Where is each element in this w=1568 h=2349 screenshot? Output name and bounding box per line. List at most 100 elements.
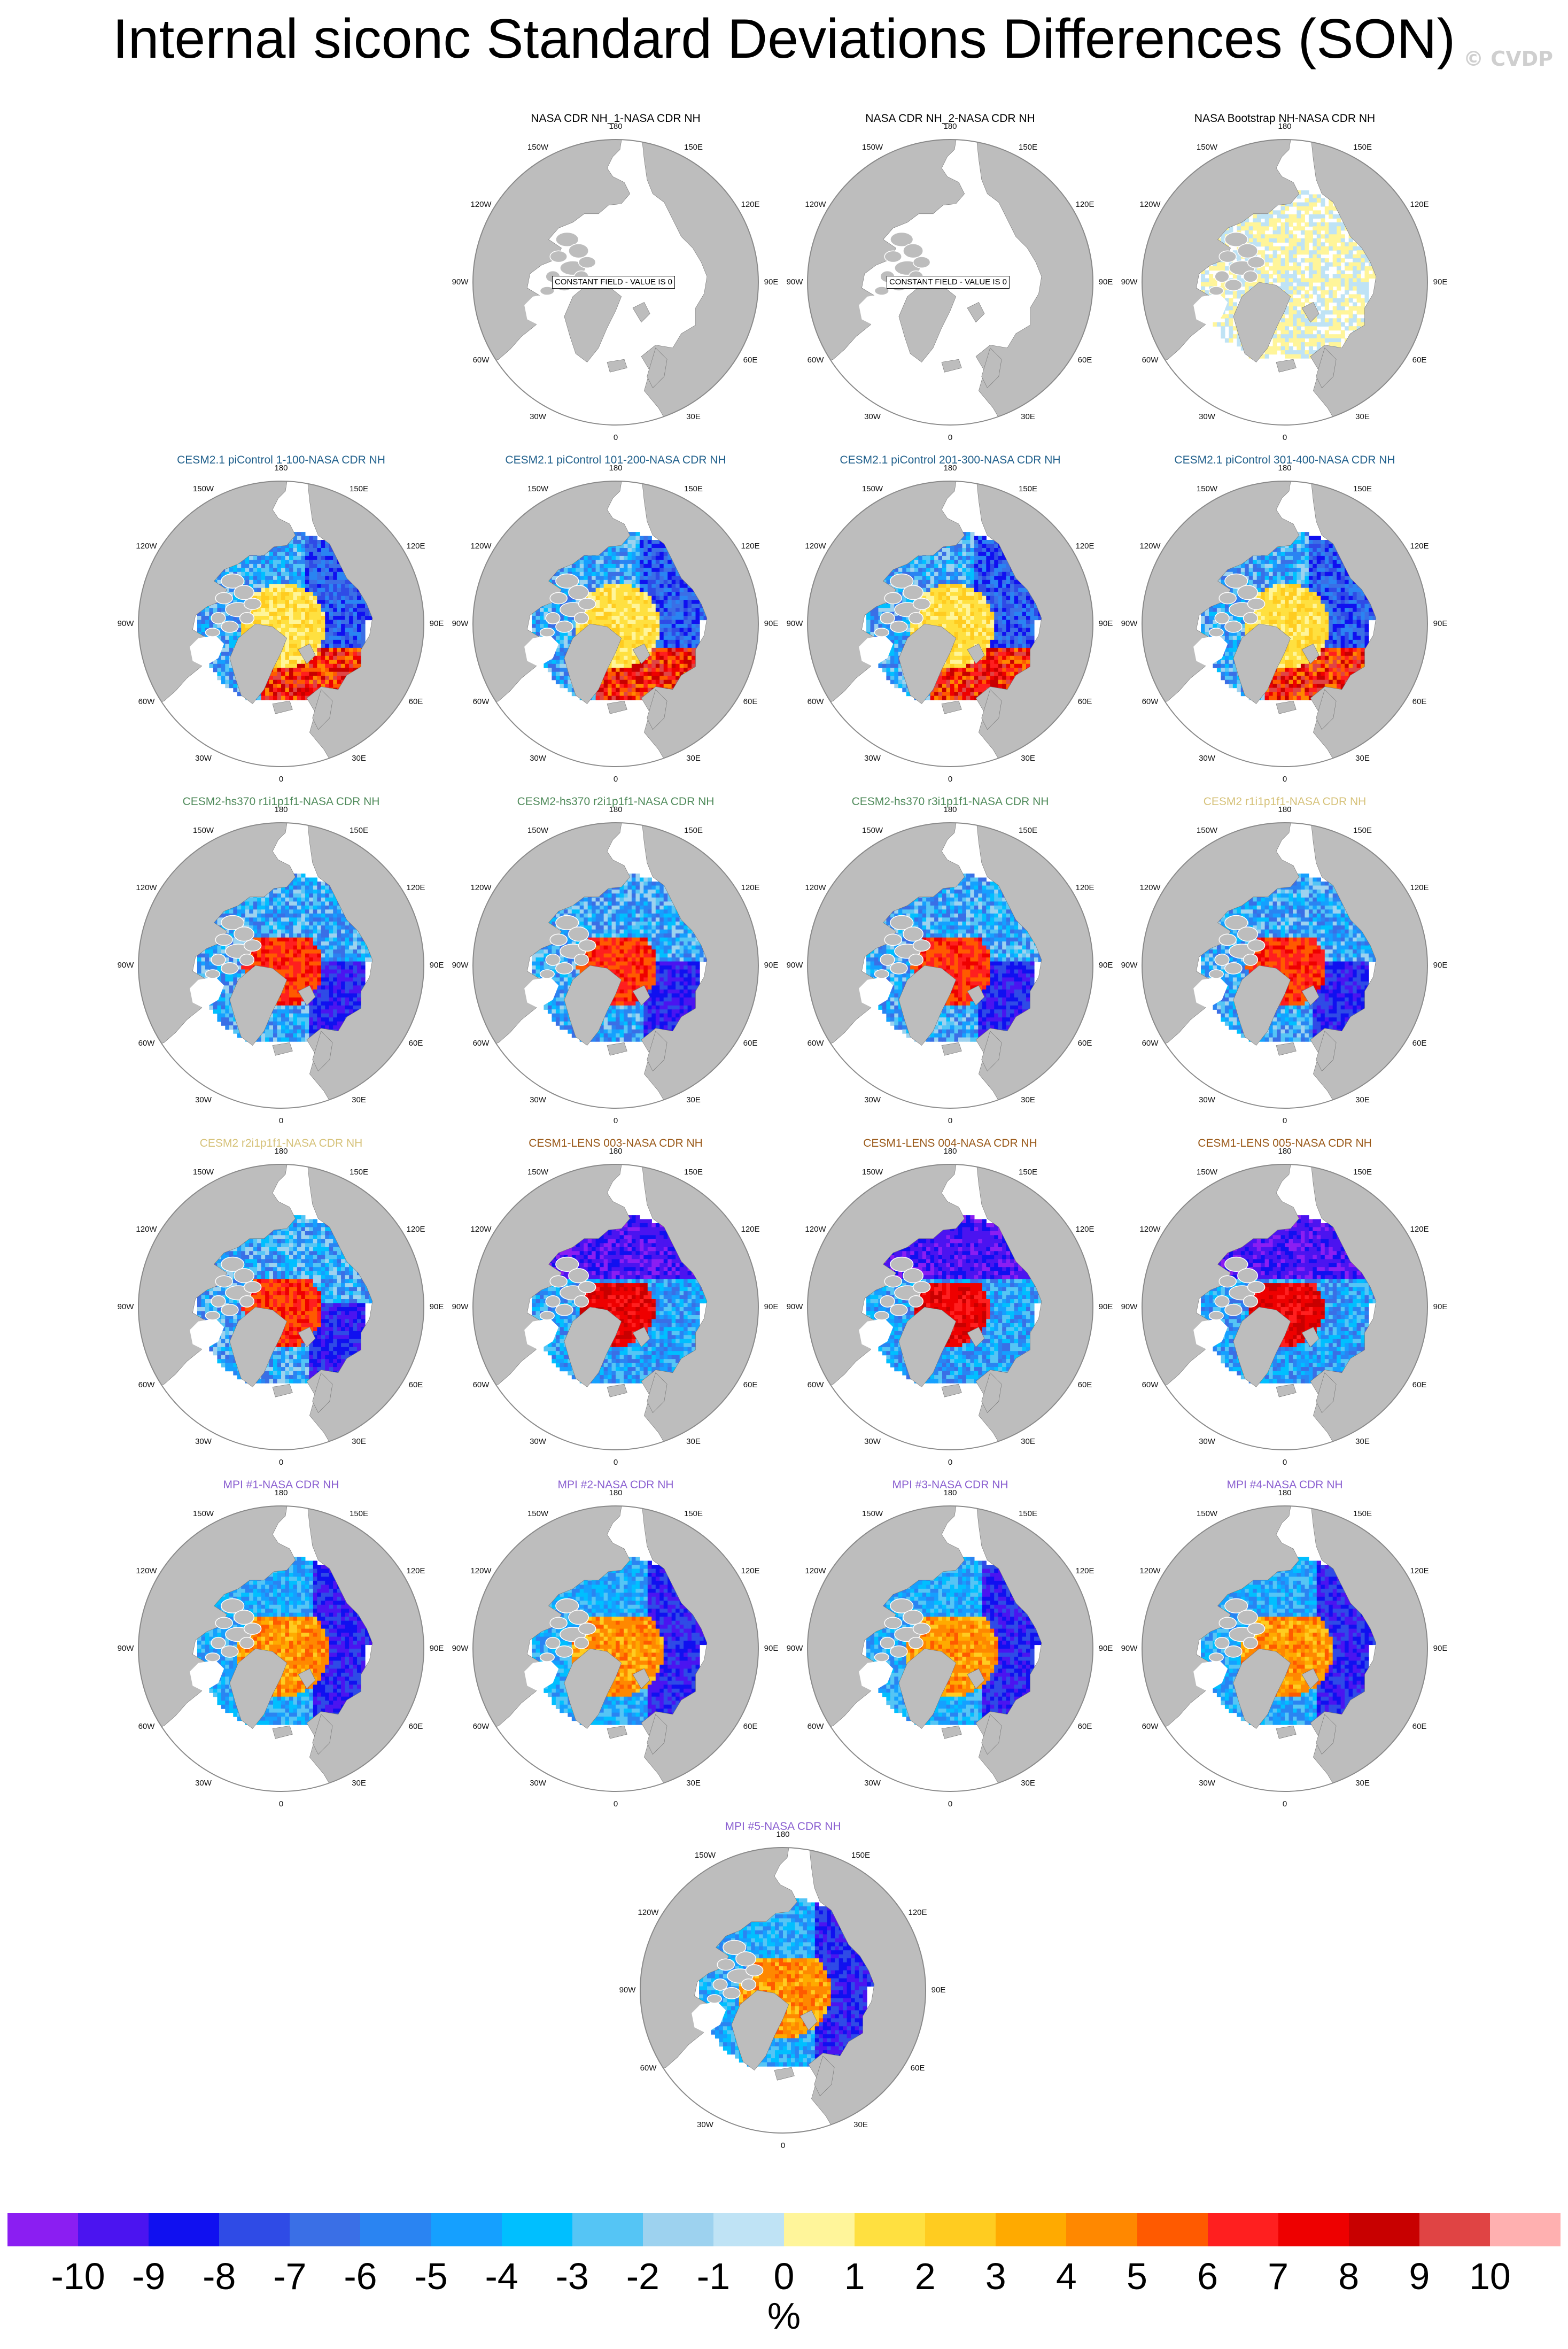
polar-map bbox=[807, 822, 1093, 1109]
longitude-label: 180 bbox=[274, 805, 288, 815]
colorbar-tick-label: 1 bbox=[844, 2254, 865, 2299]
longitude-label: 120W bbox=[136, 883, 157, 893]
longitude-label: 120E bbox=[1075, 542, 1094, 551]
longitude-label: 30E bbox=[853, 2120, 868, 2130]
longitude-label: 120E bbox=[741, 542, 759, 551]
longitude-label: 150E bbox=[1019, 1168, 1037, 1177]
longitude-label: 120E bbox=[406, 542, 425, 551]
longitude-label: 60W bbox=[473, 697, 490, 707]
longitude-label: 180 bbox=[943, 1147, 957, 1156]
longitude-label: 30W bbox=[1199, 1779, 1215, 1788]
longitude-label: 0 bbox=[948, 1458, 952, 1467]
longitude-label: 120E bbox=[1410, 200, 1429, 210]
colorbar-swatch bbox=[1419, 2213, 1490, 2246]
longitude-label: 90E bbox=[430, 619, 444, 629]
longitude-label: 90W bbox=[787, 277, 803, 287]
colorbar-swatch bbox=[1137, 2213, 1208, 2246]
colorbar-swatch bbox=[996, 2213, 1067, 2246]
longitude-label: 150E bbox=[684, 826, 703, 836]
longitude-label: 60E bbox=[409, 1722, 423, 1732]
colorbar-tick-label: -4 bbox=[485, 2254, 518, 2299]
longitude-label: 0 bbox=[1283, 1458, 1287, 1467]
longitude-label: 120W bbox=[1139, 1566, 1160, 1576]
longitude-label: 90E bbox=[1433, 1302, 1448, 1312]
longitude-label: 90W bbox=[452, 961, 469, 970]
longitude-label: 150W bbox=[862, 826, 883, 836]
longitude-label: 150W bbox=[193, 826, 214, 836]
longitude-label: 180 bbox=[1278, 805, 1291, 815]
longitude-label: 60W bbox=[808, 356, 824, 365]
cvdp-watermark: © CVDP bbox=[1463, 47, 1553, 71]
colorbar-swatch bbox=[431, 2213, 502, 2246]
colorbar-swatch bbox=[642, 2213, 713, 2246]
longitude-label: 150E bbox=[1353, 826, 1372, 836]
longitude-label: 90E bbox=[430, 1302, 444, 1312]
panel-title: CESM1-LENS 004-NASA CDR NH bbox=[863, 1137, 1037, 1150]
longitude-label: 120W bbox=[136, 1225, 157, 1234]
polar-map bbox=[472, 1164, 759, 1450]
longitude-label: 30W bbox=[195, 754, 212, 763]
longitude-label: 150E bbox=[684, 1168, 703, 1177]
longitude-label: 120W bbox=[805, 542, 826, 551]
longitude-label: 120E bbox=[1075, 200, 1094, 210]
longitude-label: 150E bbox=[1019, 826, 1037, 836]
longitude-label: 150W bbox=[862, 143, 883, 152]
colorbar-swatch bbox=[501, 2213, 572, 2246]
longitude-label: 90E bbox=[932, 1985, 946, 1995]
panel-title: MPI #3-NASA CDR NH bbox=[892, 1478, 1008, 1492]
longitude-label: 120E bbox=[1075, 1566, 1094, 1576]
longitude-label: 30E bbox=[352, 754, 366, 763]
colorbar-swatch bbox=[855, 2213, 926, 2246]
longitude-label: 90E bbox=[764, 1644, 779, 1653]
longitude-label: 60E bbox=[1412, 1380, 1427, 1390]
longitude-label: 150E bbox=[1353, 1168, 1372, 1177]
longitude-label: 30W bbox=[864, 1779, 881, 1788]
panel-title: CESM2 r1i1p1f1-NASA CDR NH bbox=[1204, 795, 1367, 809]
longitude-label: 180 bbox=[609, 463, 622, 473]
longitude-label: 60W bbox=[808, 697, 824, 707]
longitude-label: 90E bbox=[1099, 1644, 1113, 1653]
longitude-label: 150E bbox=[1019, 1509, 1037, 1519]
longitude-label: 0 bbox=[614, 1116, 618, 1126]
longitude-label: 30E bbox=[1021, 1095, 1035, 1105]
longitude-label: 0 bbox=[614, 1799, 618, 1809]
longitude-label: 90E bbox=[1433, 619, 1448, 629]
longitude-label: 180 bbox=[274, 1147, 288, 1156]
longitude-label: 90W bbox=[1121, 619, 1138, 629]
polar-map bbox=[640, 1847, 926, 2134]
longitude-label: 120E bbox=[741, 1566, 759, 1576]
longitude-label: 30E bbox=[686, 1095, 701, 1105]
longitude-label: 90W bbox=[1121, 277, 1138, 287]
longitude-label: 90W bbox=[1121, 961, 1138, 970]
colorbar-swatch bbox=[572, 2213, 643, 2246]
longitude-label: 150E bbox=[851, 1851, 870, 1860]
longitude-label: 120W bbox=[136, 1566, 157, 1576]
longitude-label: 30E bbox=[686, 412, 701, 422]
longitude-label: 120W bbox=[638, 1908, 658, 1918]
panel-title: CESM2.1 piControl 1-100-NASA CDR NH bbox=[177, 453, 385, 467]
longitude-label: 30E bbox=[1355, 1095, 1370, 1105]
polar-map bbox=[472, 481, 759, 767]
longitude-label: 30W bbox=[864, 1437, 881, 1447]
colorbar bbox=[7, 2213, 1561, 2246]
longitude-label: 90W bbox=[118, 1302, 134, 1312]
longitude-label: 60W bbox=[808, 1380, 824, 1390]
longitude-label: 30W bbox=[697, 2120, 713, 2130]
panel-title: CESM2.1 piControl 101-200-NASA CDR NH bbox=[505, 453, 726, 467]
colorbar-swatch bbox=[784, 2213, 855, 2246]
longitude-label: 120W bbox=[805, 1225, 826, 1234]
longitude-label: 120W bbox=[470, 1225, 491, 1234]
longitude-label: 0 bbox=[279, 1116, 283, 1126]
longitude-label: 150E bbox=[350, 484, 368, 494]
longitude-label: 30E bbox=[1021, 1779, 1035, 1788]
longitude-label: 60E bbox=[409, 1039, 423, 1048]
panel-title: MPI #2-NASA CDR NH bbox=[557, 1478, 673, 1492]
polar-map bbox=[138, 822, 424, 1109]
panel-title: CESM1-LENS 003-NASA CDR NH bbox=[529, 1137, 703, 1150]
longitude-label: 90E bbox=[430, 1644, 444, 1653]
longitude-label: 150W bbox=[862, 1168, 883, 1177]
constant-field-note: CONSTANT FIELD - VALUE IS 0 bbox=[886, 276, 1010, 289]
longitude-label: 0 bbox=[1283, 1799, 1287, 1809]
longitude-label: 0 bbox=[279, 1799, 283, 1809]
longitude-label: 90W bbox=[452, 619, 469, 629]
